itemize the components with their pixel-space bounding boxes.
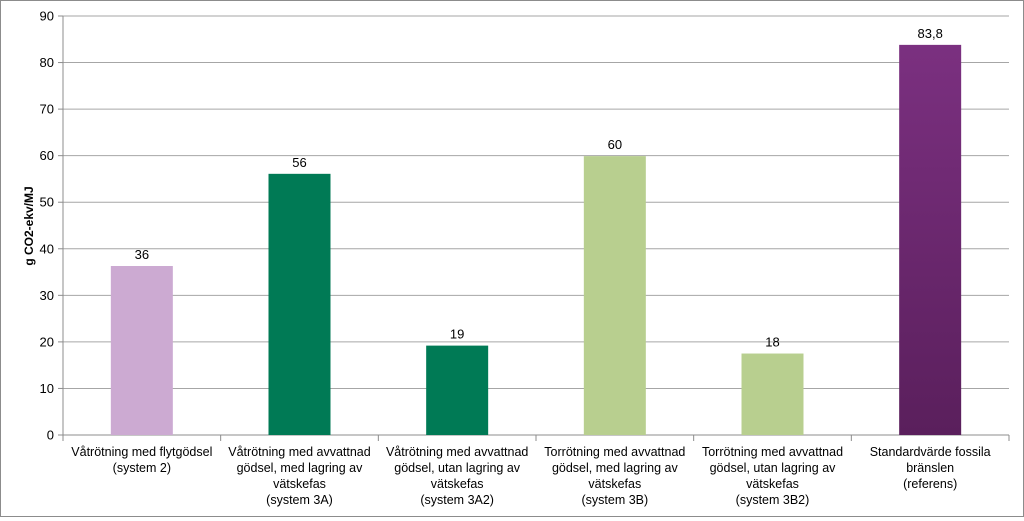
category-label-line: Våtrötning med avvattnad [228,445,370,459]
bar [268,173,331,435]
category-label: Våtrötning med flytgödsel (system 2) [71,445,212,475]
category-label-line: (referens) [903,477,957,491]
y-tick-label: 90 [40,9,54,24]
category-label-line: vätskefas [273,477,326,491]
category-label-line: (system 2) [113,461,171,475]
category-label: Torrötning med avvattnad gödsel, med lagr… [544,445,685,507]
bar [899,44,962,436]
y-tick-label: 70 [40,102,54,117]
y-tick-label: 50 [40,195,54,210]
category-label: Våtrötning med avvattnad gödsel, utan lag… [386,445,528,507]
category-label-line: (system 3A2) [420,493,494,507]
category-label-line: (system 3B) [581,493,648,507]
data-label: 83,8 [918,26,943,41]
bar [110,266,173,435]
data-label: 18 [765,335,779,350]
y-tick-label: 10 [40,381,54,396]
category-label-line: vätskefas [746,477,799,491]
category-label-line: gödsel, utan lagring av [394,461,521,475]
category-label-line: gödsel, med lagring av [552,461,679,475]
bar [741,353,804,435]
category-label-line: vätskefas [588,477,641,491]
category-label: Våtrötning med avvattnad gödsel, med lagr… [228,445,370,507]
category-label-line: vätskefas [431,477,484,491]
data-label: 56 [292,155,306,170]
category-label-line: (system 3B2) [736,493,810,507]
bar [426,345,489,435]
category-label-line: gödsel, utan lagring av [710,461,837,475]
category-label-line: Standardvärde fossila [870,445,991,459]
y-tick-label: 30 [40,288,54,303]
bar [583,156,646,436]
labels: 0 10 20 30 40 50 60 70 80 90 36 Våtrötning med flyt… [40,9,991,508]
category-label-line: Torrötning med avvattnad [544,445,685,459]
category-label-line: gödsel, med lagring av [237,461,364,475]
category-label-line: (system 3A) [266,493,333,507]
data-label: 36 [135,247,149,262]
y-axis-title: g CO2-ekv/MJ [22,186,36,265]
category-label: Torrötning med avvattnad gödsel, utan lag… [702,445,843,507]
category-label-line: Våtrötning med flytgödsel [71,445,212,459]
y-tick-label: 40 [40,241,54,256]
data-label: 60 [608,137,622,152]
axes [58,15,1010,441]
y-tick-label: 80 [40,55,54,70]
data-label: 19 [450,327,464,342]
y-tick-label: 60 [40,148,54,163]
bars [110,44,962,436]
category-label-line: Torrötning med avvattnad [702,445,843,459]
y-tick-label: 0 [47,428,54,443]
gridlines [63,15,1009,389]
category-label: Standardvärde fossila bränslen (referens) [870,445,991,491]
category-label-line: bränslen [906,461,954,475]
category-label-line: Våtrötning med avvattnad [386,445,528,459]
y-tick-label: 20 [40,334,54,349]
